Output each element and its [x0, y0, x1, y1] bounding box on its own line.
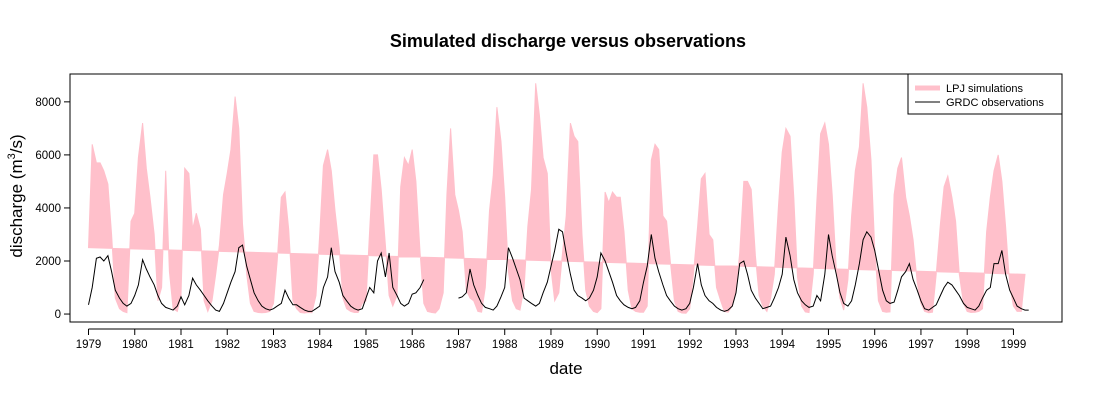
x-tick-label-1997: 1997	[908, 339, 934, 351]
lpj-simulations-band	[87, 83, 1026, 314]
legend-label-grdc: GRDC observations	[946, 97, 1044, 109]
x-tick-label-1979: 1979	[76, 339, 102, 351]
x-tick-label-1984: 1984	[307, 339, 333, 351]
x-tick-label-1986: 1986	[399, 339, 425, 351]
x-tick-label-1989: 1989	[538, 339, 564, 351]
x-tick-label-1995: 1995	[816, 339, 842, 351]
x-axis-label: date	[549, 359, 582, 378]
grdc-observations-line-segment-1	[88, 244, 425, 313]
x-tick-label-1981: 1981	[168, 339, 194, 351]
grdc-observations-line-segment-2	[458, 228, 1029, 312]
x-tick-label-1998: 1998	[954, 339, 980, 351]
y-tick-label-6000: 6000	[35, 150, 61, 162]
legend: LPJ simulations GRDC observations	[907, 73, 1063, 115]
x-tick-label-1982: 1982	[214, 339, 240, 351]
y-tick-label-8000: 8000	[35, 97, 61, 109]
legend-box	[907, 73, 1063, 115]
chart-title: Simulated discharge versus observations	[390, 31, 746, 51]
x-tick-label-1999: 1999	[1001, 339, 1027, 351]
x-axis: 1979 1980 1981 1982 1983 1984 1985 1986 1987 1988…	[76, 328, 1027, 351]
y-axis-label: discharge (m3/s)	[6, 134, 26, 257]
y-tick-label-4000: 4000	[35, 203, 61, 215]
x-tick-label-1994: 1994	[769, 339, 795, 351]
x-tick-label-1985: 1985	[353, 339, 379, 351]
x-tick-label-1987: 1987	[446, 339, 472, 351]
lpj-simulations-area	[87, 83, 1026, 314]
y-axis: 0 2000 4000 6000 8000	[35, 97, 70, 321]
x-tick-label-1980: 1980	[122, 339, 148, 351]
x-tick-label-1996: 1996	[862, 339, 888, 351]
legend-label-lpj: LPJ simulations	[946, 83, 1024, 95]
x-tick-label-1983: 1983	[261, 339, 287, 351]
x-tick-label-1992: 1992	[677, 339, 703, 351]
x-tick-label-1991: 1991	[631, 339, 657, 351]
x-tick-label-1988: 1988	[492, 339, 518, 351]
x-tick-label-1993: 1993	[723, 339, 749, 351]
grdc-observations-line-group	[88, 228, 1029, 313]
x-tick-label-1990: 1990	[584, 339, 610, 351]
y-tick-label-0: 0	[55, 309, 61, 321]
plot-frame	[69, 73, 1063, 323]
y-tick-label-2000: 2000	[35, 256, 61, 268]
